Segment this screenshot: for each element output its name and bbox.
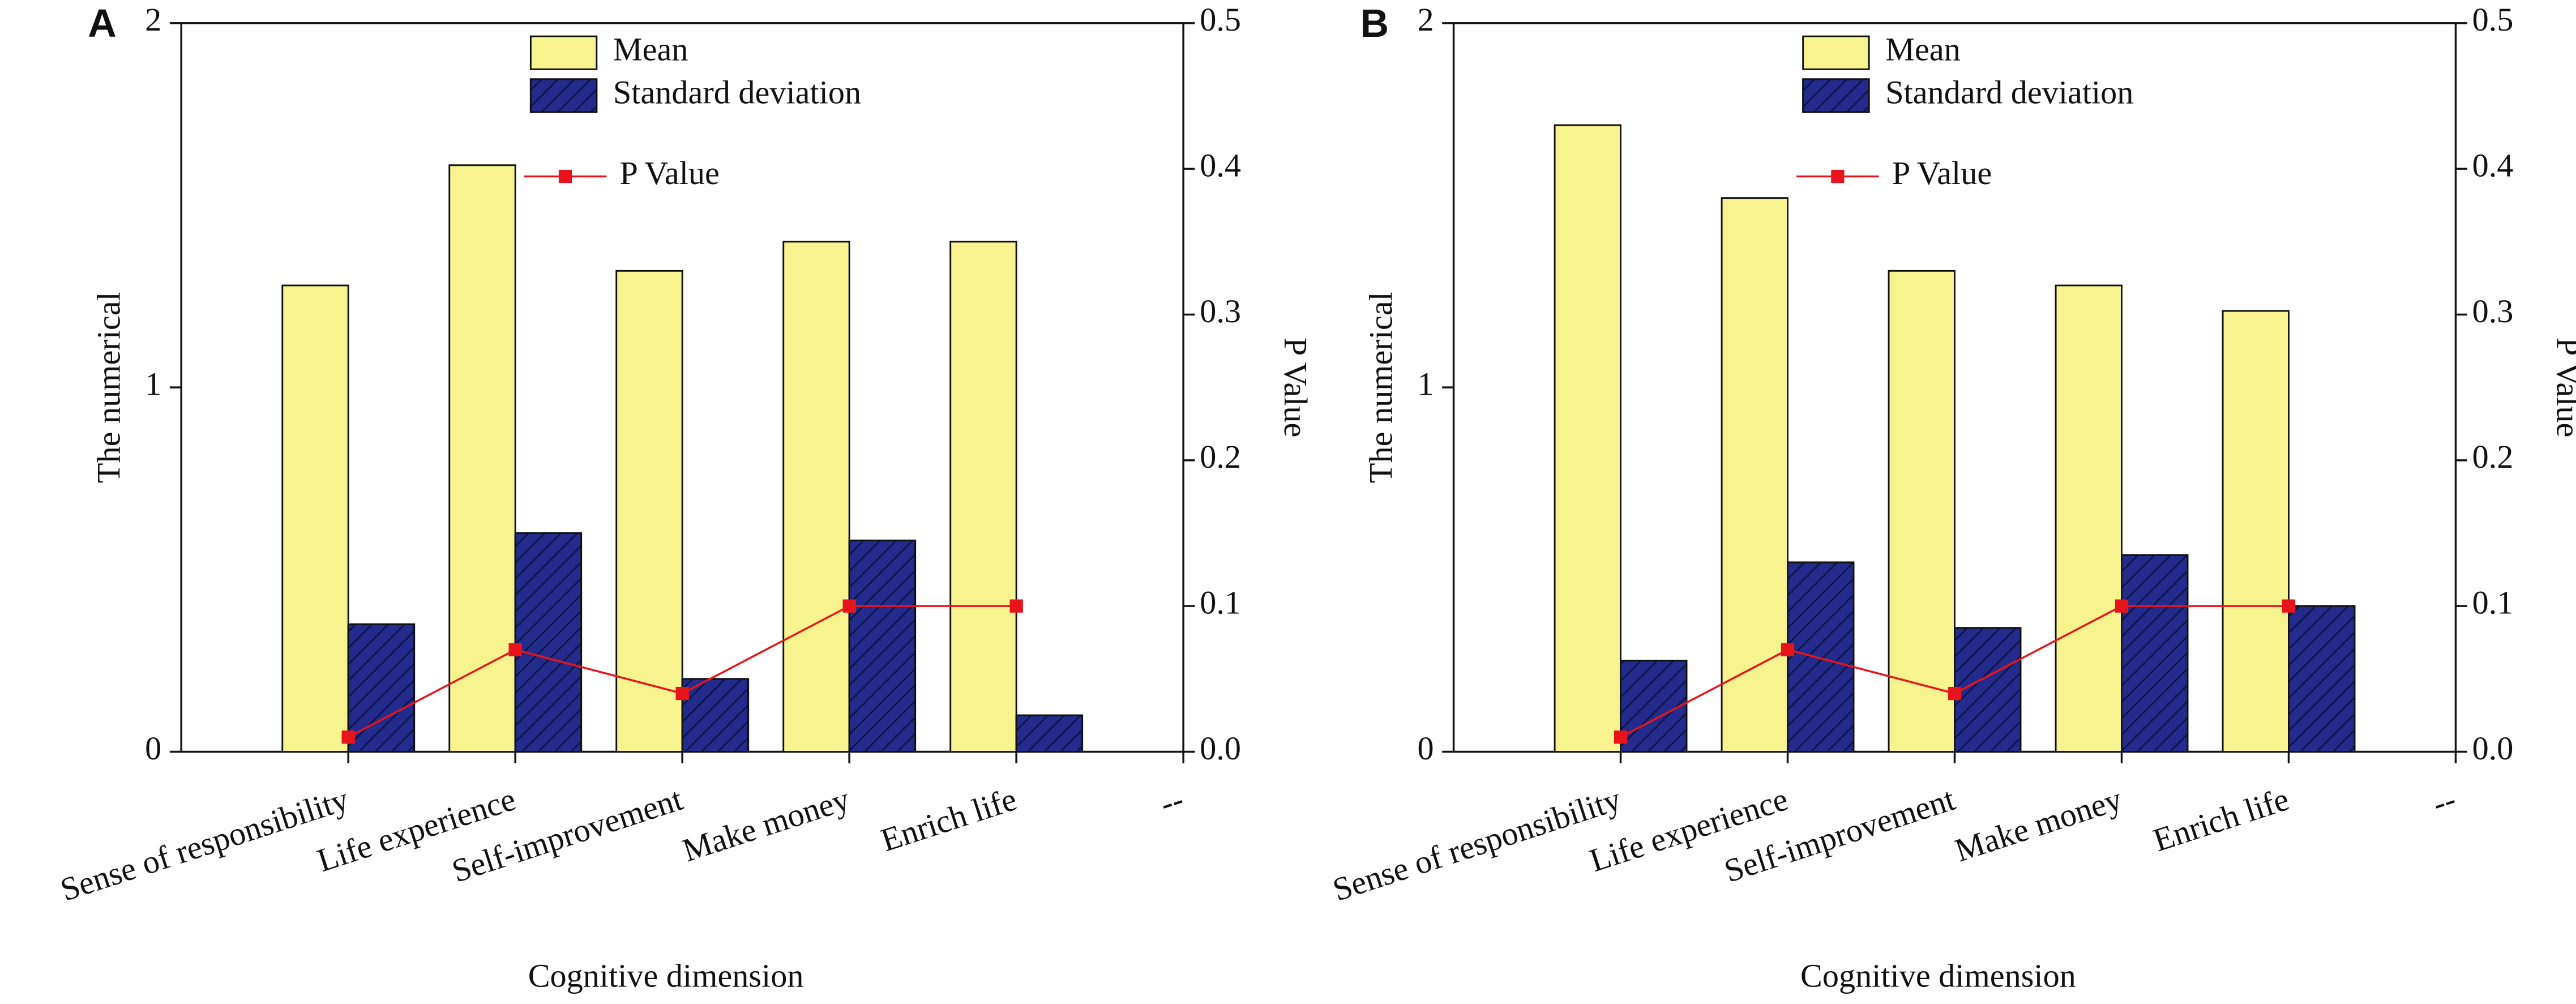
y-tick-label: 2 (145, 1, 161, 38)
y-axis-label: The numerical (90, 292, 127, 483)
x-tick-label: Make money (678, 780, 854, 869)
bar (2055, 284, 2123, 753)
y-tick-label: 2 (1418, 1, 1434, 38)
y-tick-label: 0 (1418, 730, 1434, 767)
legend-label: Standard deviation (1885, 74, 2133, 110)
y2-tick-label: 0.1 (1200, 584, 1241, 621)
bar-hatch (2121, 554, 2189, 753)
bar (448, 164, 516, 753)
legend-label: Standard deviation (613, 74, 861, 110)
y2-tick-label: 0.2 (2472, 438, 2514, 475)
legend-label: Mean (1885, 31, 1961, 68)
bar (281, 284, 349, 753)
legend-swatch (529, 35, 598, 70)
legend-swatch (1802, 35, 1870, 70)
x-axis-label: Cognitive dimension (1800, 958, 2076, 994)
bar-hatch (681, 678, 750, 753)
bar-hatch (848, 539, 917, 753)
legend-marker (558, 169, 572, 183)
y2-tick-label: 0.3 (2472, 293, 2514, 330)
y2-tick-label: 0.1 (2472, 584, 2514, 621)
legend-label: P Value (620, 155, 720, 191)
y2-tick-label: 0.2 (1200, 438, 1241, 475)
x-tick-label: Sense of responsibility (1328, 780, 1625, 908)
y2-tick-label: 0.0 (2472, 730, 2514, 767)
y-tick-label: 1 (1418, 366, 1434, 403)
chart: A 0 1 2 0.0 0.1 0.2 0.3 0.4 0.5 Sense of responsib… (56, 1, 1314, 994)
bar (1721, 197, 1788, 753)
bar-hatch (514, 532, 583, 753)
legend-hatch (529, 78, 598, 113)
p-value-marker (1614, 730, 1628, 744)
legend-label: Mean (613, 31, 688, 68)
bar-hatch (1015, 714, 1084, 753)
x-tick-label: Sense of responsibility (56, 780, 353, 908)
y-axis-label: The numerical (1363, 292, 1400, 483)
bar (1554, 124, 1622, 753)
y2-axis-label: P Value (2549, 337, 2576, 437)
bar-hatch (1787, 561, 1855, 753)
x-tick-label: Enrich life (2149, 780, 2293, 858)
p-value-marker (508, 643, 522, 657)
chart: B 0 1 2 0.0 0.1 0.2 0.3 0.4 0.5 Sense of responsib… (1328, 1, 2576, 994)
y2-tick-label: 0.5 (2472, 1, 2514, 38)
p-value-marker (842, 599, 856, 613)
x-tick-label: -- (2428, 780, 2461, 822)
bar-hatch (2288, 605, 2356, 753)
p-value-marker (1009, 599, 1023, 613)
p-value-marker (341, 730, 355, 744)
bar (2222, 310, 2290, 753)
p-value-marker (1948, 686, 1962, 700)
y2-tick-label: 0.4 (1200, 147, 1241, 184)
bar (782, 241, 850, 753)
bar (949, 241, 1017, 753)
x-tick-label: Enrich life (876, 780, 1021, 858)
panel-label: A (88, 1, 116, 45)
legend-label: P Value (1892, 155, 1992, 191)
y2-axis-label: P Value (1277, 337, 1314, 437)
y2-tick-label: 0.4 (2472, 147, 2514, 184)
x-axis-label: Cognitive dimension (528, 958, 804, 994)
p-value-marker (2282, 599, 2296, 613)
x-tick-label: Make money (1950, 780, 2126, 869)
bar (1888, 270, 1955, 753)
bar (615, 270, 683, 753)
bar-hatch (1620, 660, 1688, 753)
x-tick-label: -- (1156, 780, 1188, 822)
y2-tick-label: 0.5 (1200, 1, 1241, 38)
p-value-marker (2115, 599, 2129, 613)
p-value-marker (675, 686, 689, 700)
p-value-marker (1781, 643, 1795, 657)
panel-label: B (1360, 1, 1389, 45)
y-tick-label: 0 (145, 730, 161, 767)
legend-marker (1831, 169, 1845, 183)
y-tick-label: 1 (145, 366, 161, 403)
y2-tick-label: 0.0 (1200, 730, 1241, 767)
legend-hatch (1802, 78, 1870, 113)
y2-tick-label: 0.3 (1200, 293, 1241, 330)
bar-hatch (1954, 627, 2022, 753)
